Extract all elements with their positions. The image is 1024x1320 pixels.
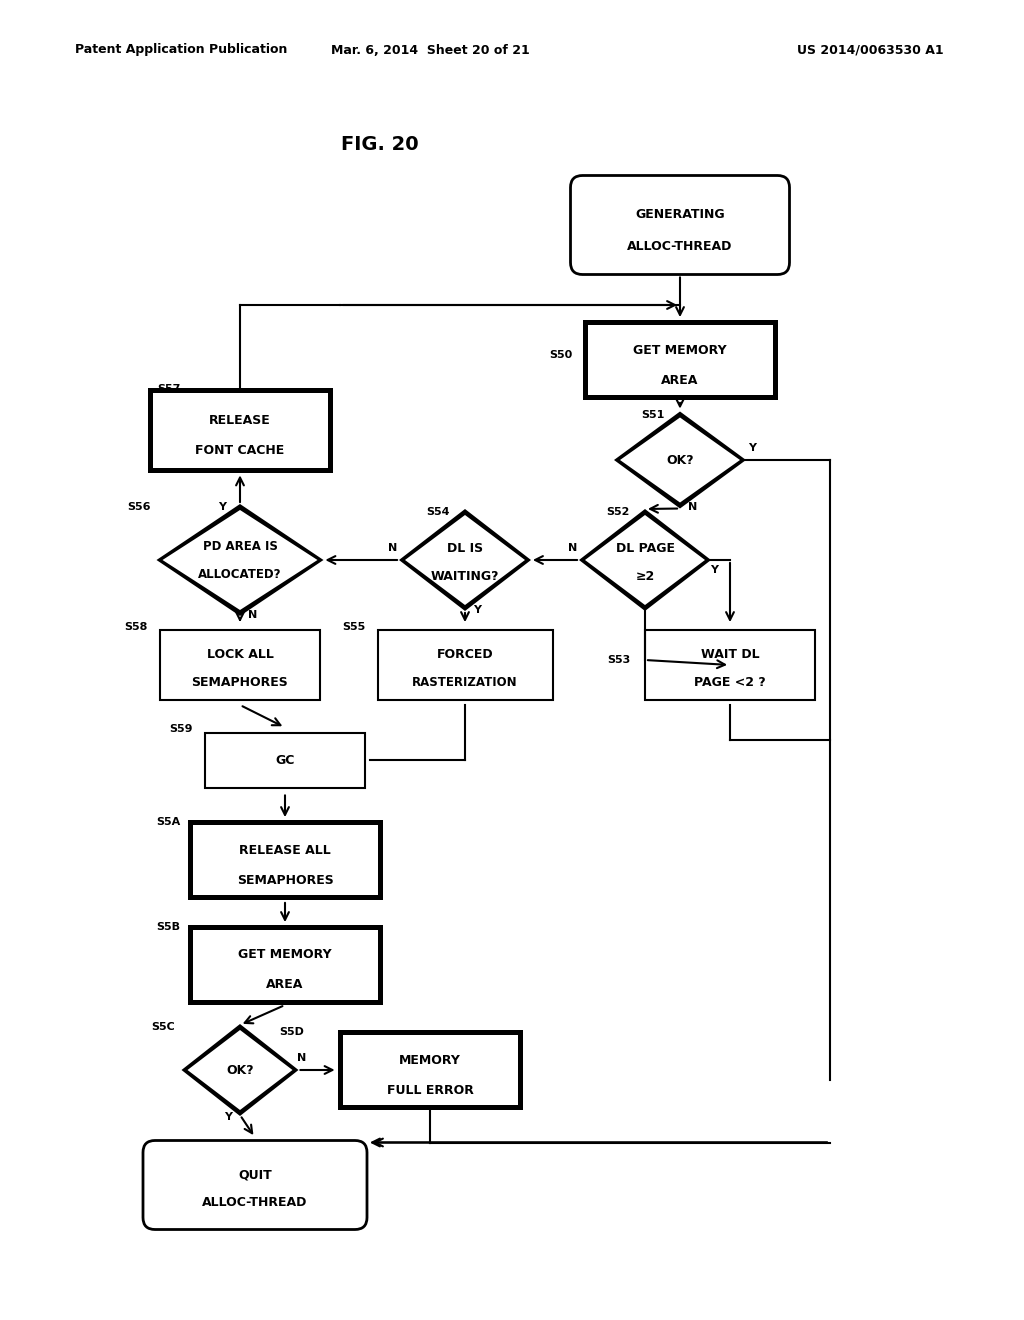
Text: S55: S55	[342, 622, 366, 632]
Text: WAITING?: WAITING?	[431, 569, 500, 582]
Text: PAGE <2 ?: PAGE <2 ?	[694, 676, 766, 689]
Text: WAIT DL: WAIT DL	[700, 648, 760, 661]
Text: AREA: AREA	[662, 374, 698, 387]
Text: ALLOCATED?: ALLOCATED?	[199, 568, 282, 581]
Text: S54: S54	[427, 507, 450, 517]
Text: ALLOC-THREAD: ALLOC-THREAD	[203, 1196, 307, 1209]
Text: MEMORY: MEMORY	[399, 1053, 461, 1067]
Text: S5C: S5C	[152, 1022, 175, 1032]
Text: LOCK ALL: LOCK ALL	[207, 648, 273, 661]
FancyBboxPatch shape	[143, 1140, 367, 1229]
Bar	[588, 325, 772, 395]
Text: N: N	[248, 610, 257, 620]
Text: S53: S53	[607, 655, 630, 665]
Text: ALLOC-THREAD: ALLOC-THREAD	[628, 240, 733, 253]
Text: Y: Y	[218, 502, 226, 512]
Bar	[147, 388, 333, 473]
Bar	[205, 733, 365, 788]
Bar	[153, 392, 328, 467]
Text: N: N	[567, 543, 577, 553]
Text: DL PAGE: DL PAGE	[615, 541, 675, 554]
FancyBboxPatch shape	[570, 176, 790, 275]
Bar	[160, 630, 319, 700]
Text: ≥2: ≥2	[635, 569, 654, 582]
Polygon shape	[181, 1024, 299, 1115]
Text: S5D: S5D	[280, 1027, 304, 1038]
Text: OK?: OK?	[667, 454, 694, 466]
Polygon shape	[585, 515, 705, 605]
Text: GET MEMORY: GET MEMORY	[239, 949, 332, 961]
Text: SEMAPHORES: SEMAPHORES	[237, 874, 334, 887]
Bar	[378, 630, 553, 700]
Polygon shape	[163, 510, 317, 610]
Polygon shape	[399, 510, 531, 611]
Text: S58: S58	[125, 622, 148, 632]
Text: OK?: OK?	[226, 1064, 254, 1077]
Text: Y: Y	[710, 565, 718, 576]
Polygon shape	[614, 412, 746, 508]
Text: Mar. 6, 2014  Sheet 20 of 21: Mar. 6, 2014 Sheet 20 of 21	[331, 44, 529, 57]
Text: N: N	[688, 503, 697, 512]
Polygon shape	[187, 1030, 293, 1110]
Polygon shape	[620, 417, 740, 503]
Text: AREA: AREA	[266, 978, 304, 991]
Text: N: N	[388, 543, 397, 553]
Bar	[645, 630, 815, 700]
Text: S59: S59	[170, 725, 193, 734]
Bar	[193, 825, 378, 895]
Text: FIG. 20: FIG. 20	[341, 136, 419, 154]
Text: S57: S57	[158, 384, 181, 395]
Text: S5B: S5B	[157, 921, 180, 932]
Text: FORCED: FORCED	[436, 648, 494, 661]
Text: N: N	[298, 1053, 307, 1063]
Text: Patent Application Publication: Patent Application Publication	[75, 44, 288, 57]
Text: US 2014/0063530 A1: US 2014/0063530 A1	[797, 44, 943, 57]
Text: GET MEMORY: GET MEMORY	[633, 343, 727, 356]
Text: Y: Y	[748, 444, 756, 453]
Bar	[342, 1035, 517, 1105]
Text: GENERATING: GENERATING	[635, 209, 725, 222]
Text: PD AREA IS: PD AREA IS	[203, 540, 278, 553]
Polygon shape	[579, 510, 711, 611]
Text: S5A: S5A	[157, 817, 180, 828]
Text: QUIT: QUIT	[239, 1168, 272, 1181]
Text: DL IS: DL IS	[446, 541, 483, 554]
Polygon shape	[406, 515, 525, 605]
Text: Y: Y	[473, 605, 481, 615]
Text: RELEASE ALL: RELEASE ALL	[240, 843, 331, 857]
Text: S50: S50	[550, 350, 572, 360]
Text: FONT CACHE: FONT CACHE	[196, 444, 285, 457]
Polygon shape	[157, 504, 324, 616]
Bar	[187, 925, 383, 1005]
Bar	[187, 820, 383, 900]
Text: GC: GC	[275, 754, 295, 767]
Text: SEMAPHORES: SEMAPHORES	[191, 676, 289, 689]
Bar	[338, 1030, 522, 1110]
Text: S56: S56	[127, 502, 151, 512]
Text: S51: S51	[642, 409, 665, 420]
Bar	[193, 931, 378, 1001]
Bar	[583, 319, 777, 400]
Text: Y: Y	[224, 1111, 232, 1122]
Text: S52: S52	[606, 507, 630, 517]
Text: FULL ERROR: FULL ERROR	[387, 1084, 473, 1097]
Text: RASTERIZATION: RASTERIZATION	[413, 676, 518, 689]
Text: RELEASE: RELEASE	[209, 413, 271, 426]
